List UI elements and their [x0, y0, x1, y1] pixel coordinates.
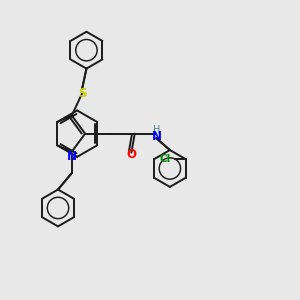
Text: S: S	[78, 87, 86, 100]
Text: Cl: Cl	[160, 154, 171, 164]
Text: O: O	[126, 148, 136, 161]
Text: N: N	[152, 130, 162, 142]
Text: N: N	[67, 150, 77, 163]
Text: H: H	[153, 125, 161, 135]
